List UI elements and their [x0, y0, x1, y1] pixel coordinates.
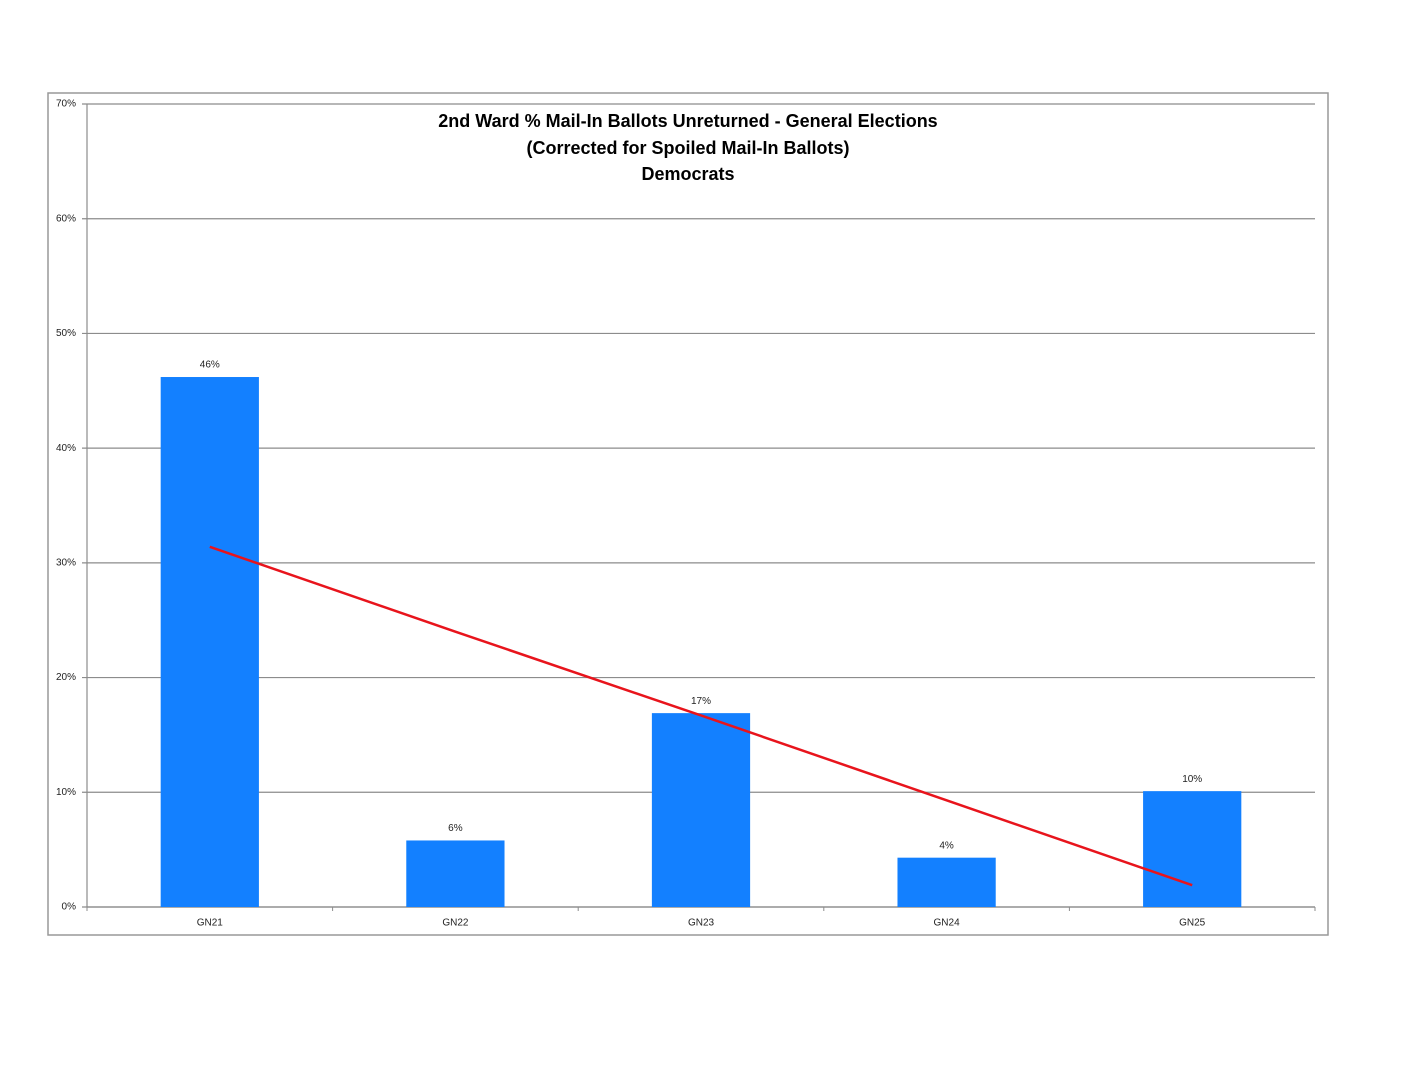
y-tick-label: 70% [56, 99, 76, 110]
bar [160, 377, 259, 907]
x-tick-label: GN22 [442, 918, 469, 929]
chart-subtitle: Democrats [641, 164, 734, 184]
chart-title: 2nd Ward % Mail-In Ballots Unreturned - … [438, 111, 937, 131]
value-label: 4% [939, 840, 954, 851]
bar [897, 857, 996, 907]
y-tick-label: 60% [56, 213, 76, 224]
value-label: 10% [1182, 774, 1202, 785]
y-tick-label: 0% [62, 902, 77, 913]
y-tick-label: 10% [56, 787, 76, 798]
value-label: 17% [691, 696, 711, 707]
value-label: 46% [200, 360, 220, 371]
x-tick-label: GN23 [688, 918, 715, 929]
value-label: 6% [448, 823, 463, 834]
chart-subtitle: (Corrected for Spoiled Mail-In Ballots) [526, 138, 849, 158]
y-tick-label: 40% [56, 443, 76, 454]
x-tick-label: GN25 [1179, 918, 1206, 929]
trendline [209, 545, 1193, 887]
x-tick-label: GN24 [934, 918, 961, 929]
y-tick-label: 50% [56, 328, 76, 339]
bar [406, 840, 505, 907]
y-tick-label: 30% [56, 557, 76, 568]
x-tick-label: GN21 [197, 918, 224, 929]
bar [1143, 791, 1242, 907]
bar [651, 713, 751, 907]
y-tick-label: 20% [56, 672, 76, 683]
